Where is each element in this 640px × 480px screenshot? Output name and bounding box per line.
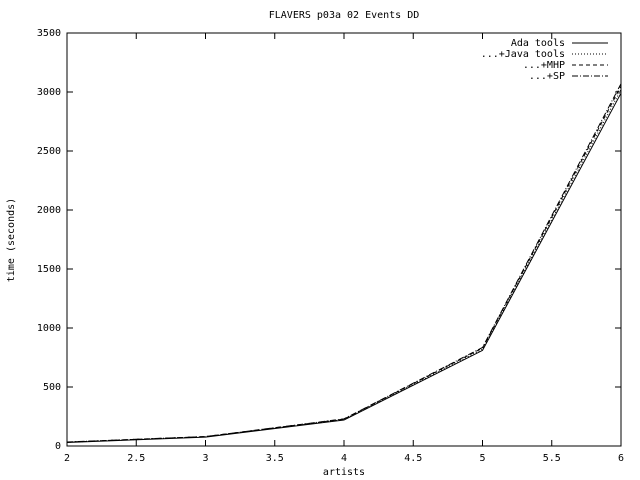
y-tick-label: 3500 [37, 28, 61, 39]
x-tick-label: 2.5 [127, 453, 145, 464]
x-tick-label: 4.5 [404, 453, 422, 464]
y-axis-label: time (seconds) [6, 198, 17, 282]
x-tick-label: 5.5 [543, 453, 561, 464]
y-tick-label: 2000 [37, 205, 61, 216]
legend-label: ...+SP [529, 71, 565, 82]
legend-label: ...+Java tools [481, 49, 565, 60]
x-tick-label: 6 [618, 453, 624, 464]
y-tick-label: 1000 [37, 323, 61, 334]
y-tick-label: 1500 [37, 264, 61, 275]
legend-label: ...+MHP [523, 60, 565, 71]
x-axis-label: artists [323, 467, 365, 478]
y-tick-label: 2500 [37, 146, 61, 157]
x-tick-label: 5 [479, 453, 485, 464]
x-tick-label: 3.5 [266, 453, 284, 464]
series-line [66, 83, 622, 443]
y-tick-label: 500 [43, 382, 61, 393]
x-tick-label: 4 [341, 453, 347, 464]
x-tick-label: 3 [202, 453, 208, 464]
series-line [66, 92, 622, 443]
series-line [66, 85, 622, 443]
y-tick-label: 0 [55, 441, 61, 452]
plot-frame [66, 32, 622, 447]
x-tick-label: 2 [64, 453, 70, 464]
series-line [66, 89, 622, 443]
legend-label: Ada tools [511, 38, 565, 49]
chart-title: FLAVERS p03a 02 Events DD [269, 10, 420, 21]
y-tick-label: 3000 [37, 87, 61, 98]
